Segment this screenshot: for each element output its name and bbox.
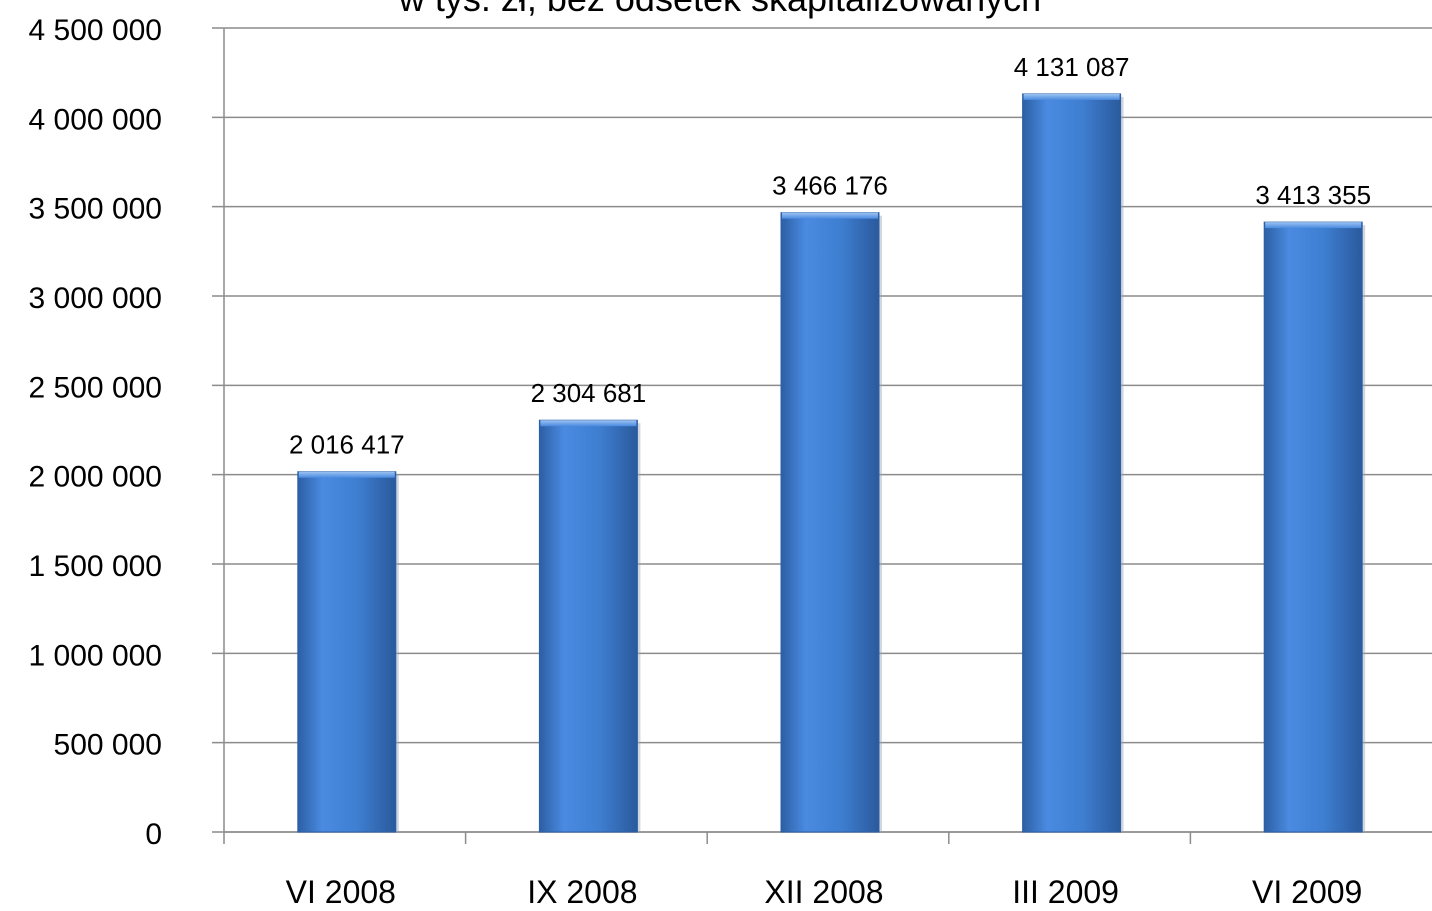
x-tick-label: VI 2008 [286,874,396,906]
bar-vi-2009 [1263,221,1366,833]
data-label: 3 413 355 [1255,180,1371,210]
y-tick-label: 3 000 000 [29,282,162,315]
y-tick-label: 4 000 000 [29,103,162,136]
data-label: 2 016 417 [289,430,405,460]
y-tick-label: 1 000 000 [29,639,162,672]
y-tick-label: 0 [145,818,162,851]
y-tick-label: 2 500 000 [29,371,162,404]
y-tick-label: 1 500 000 [29,550,162,583]
x-tick-label: XII 2008 [764,874,883,906]
bar [1022,93,1122,833]
y-tick-label: 500 000 [54,729,162,762]
bar-xii-2008 [780,212,882,833]
y-tick-label: 3 500 000 [29,193,162,226]
bar-highlight [540,420,637,427]
bar [780,212,880,833]
bar [538,419,638,833]
x-tick-label: IX 2008 [527,874,637,906]
bar-highlight [782,212,878,219]
bar-iii-2009 [1022,93,1124,833]
x-tick-label: III 2009 [1012,874,1119,906]
chart-title: w tys. zł, bez odsetek skapitalizowanych [220,0,1220,20]
y-tick-label: 4 500 000 [29,14,162,47]
bar [1263,221,1363,833]
bar-highlight [298,471,395,478]
bar-vi-2008 [297,471,399,833]
bar-highlight [1265,222,1362,229]
bar [297,471,397,833]
data-label: 2 304 681 [531,378,647,408]
bar-ix-2008 [538,419,641,833]
data-label: 4 131 087 [1014,52,1130,82]
y-tick-label: 2 000 000 [29,461,162,494]
data-label: 3 466 176 [772,171,888,201]
x-tick-label: VI 2009 [1252,874,1362,906]
bar-highlight [1023,93,1120,100]
